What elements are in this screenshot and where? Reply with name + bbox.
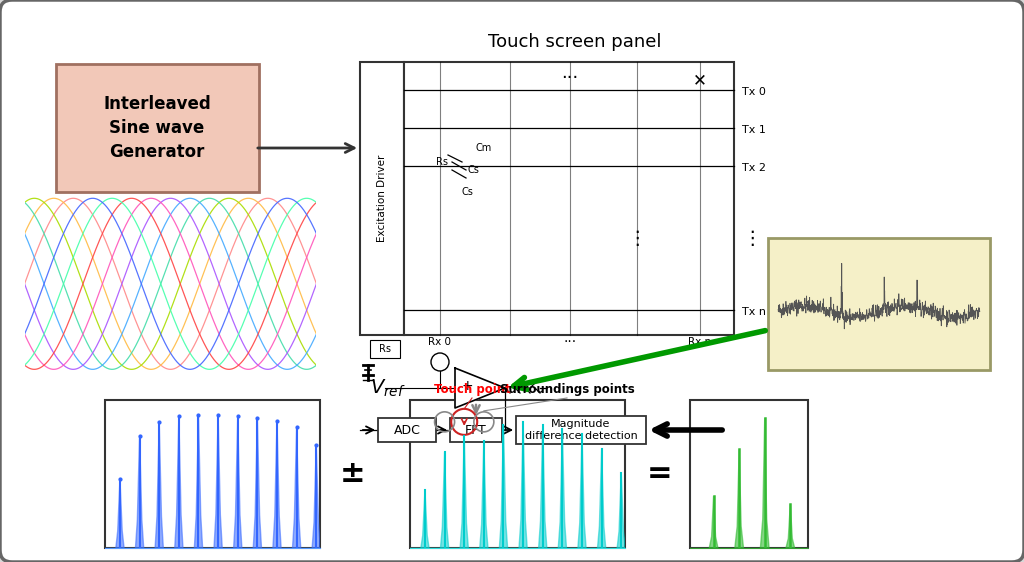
Polygon shape	[500, 425, 508, 548]
Polygon shape	[135, 436, 143, 548]
Bar	[768, 238, 990, 370]
Text: Tx 1: Tx 1	[742, 125, 766, 135]
Text: Tx 0: Tx 0	[742, 87, 766, 97]
Text: ···: ···	[563, 335, 577, 349]
Text: Excitation Driver: Excitation Driver	[377, 155, 387, 242]
Text: Magnitude
difference detection: Magnitude difference detection	[524, 419, 637, 441]
FancyBboxPatch shape	[56, 64, 259, 192]
Polygon shape	[214, 415, 222, 548]
Text: Tx 2: Tx 2	[742, 163, 766, 173]
Polygon shape	[761, 418, 769, 548]
Text: ADC: ADC	[393, 424, 421, 437]
Polygon shape	[735, 450, 743, 548]
Polygon shape	[786, 504, 795, 548]
Bar	[360, 62, 404, 335]
Polygon shape	[116, 479, 124, 548]
Text: Cs: Cs	[462, 187, 474, 197]
Polygon shape	[598, 450, 606, 548]
Bar	[404, 62, 734, 335]
Polygon shape	[710, 496, 718, 548]
Polygon shape	[519, 422, 527, 548]
Text: FFT: FFT	[465, 424, 486, 437]
Text: Cm: Cm	[475, 143, 492, 153]
Bar	[370, 340, 400, 358]
Text: Touch screen panel: Touch screen panel	[488, 33, 662, 51]
Polygon shape	[253, 418, 261, 548]
Bar	[450, 418, 502, 442]
Text: Cs: Cs	[468, 165, 480, 175]
Text: Surroundings points: Surroundings points	[500, 383, 635, 396]
Polygon shape	[539, 425, 547, 548]
Bar	[690, 400, 808, 548]
Polygon shape	[233, 416, 242, 548]
Polygon shape	[421, 491, 429, 548]
Polygon shape	[175, 416, 183, 548]
Polygon shape	[460, 436, 468, 548]
Polygon shape	[155, 422, 164, 548]
Circle shape	[431, 353, 449, 371]
Bar	[516, 416, 646, 444]
Text: ···: ···	[561, 69, 579, 87]
Polygon shape	[479, 441, 488, 548]
Bar	[378, 418, 436, 442]
Text: ±: ±	[340, 460, 366, 488]
Bar	[410, 400, 625, 548]
Polygon shape	[578, 434, 586, 548]
Polygon shape	[312, 445, 321, 548]
Text: Tx n: Tx n	[742, 307, 766, 317]
Text: ✕: ✕	[693, 71, 707, 89]
Polygon shape	[455, 368, 505, 408]
Text: Rs: Rs	[379, 344, 391, 354]
Polygon shape	[293, 428, 301, 548]
Text: $V_{ref}$: $V_{ref}$	[370, 377, 406, 398]
Text: ⋮: ⋮	[628, 229, 647, 247]
Text: =: =	[647, 460, 673, 488]
Text: Touch point: Touch point	[433, 383, 510, 396]
Text: ⋮: ⋮	[742, 229, 762, 247]
Polygon shape	[617, 473, 626, 548]
Text: Rs: Rs	[436, 157, 449, 167]
Text: Interleaved
Sine wave
Generator: Interleaved Sine wave Generator	[103, 96, 211, 161]
Bar	[105, 400, 319, 548]
Polygon shape	[558, 429, 566, 548]
Text: Rx n: Rx n	[688, 337, 712, 347]
Text: +: +	[461, 379, 473, 393]
Polygon shape	[440, 452, 449, 548]
Polygon shape	[272, 420, 282, 548]
Polygon shape	[195, 415, 203, 548]
Text: Rx 0: Rx 0	[428, 337, 452, 347]
